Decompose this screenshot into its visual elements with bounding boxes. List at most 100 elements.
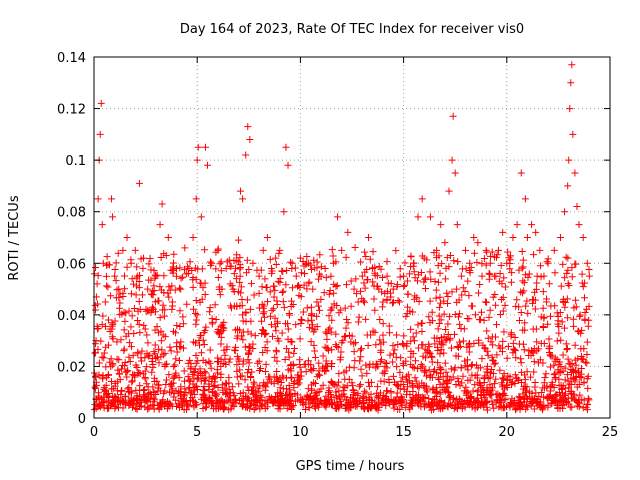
data-point: [313, 258, 321, 266]
data-point: [486, 259, 494, 267]
data-point: [488, 397, 496, 405]
data-point: [168, 402, 176, 410]
data-point: [514, 398, 522, 406]
data-point: [495, 246, 503, 254]
data-point: [360, 279, 368, 287]
data-point: [544, 395, 552, 403]
data-point: [247, 280, 255, 288]
data-point: [519, 402, 527, 410]
data-point: [407, 361, 415, 369]
x-tick-label: 10: [292, 425, 309, 440]
data-point: [301, 270, 309, 278]
data-point: [462, 391, 470, 399]
data-point: [327, 360, 335, 368]
data-point: [311, 395, 319, 403]
data-point: [133, 364, 141, 372]
data-point: [196, 332, 204, 340]
data-point: [146, 389, 154, 397]
data-point: [199, 284, 207, 292]
data-point: [540, 339, 548, 347]
data-point: [349, 386, 357, 394]
data-point: [441, 239, 449, 247]
data-point: [351, 339, 359, 347]
data-point: [134, 307, 142, 315]
data-point: [101, 298, 109, 306]
data-point: [214, 358, 222, 366]
data-point: [315, 275, 323, 283]
data-point: [143, 363, 151, 371]
data-point: [191, 365, 199, 373]
data-point: [239, 336, 247, 344]
data-point: [559, 404, 567, 412]
data-point: [264, 398, 272, 406]
data-point: [201, 279, 209, 287]
data-point: [464, 366, 472, 374]
data-point: [216, 291, 224, 299]
data-point: [189, 397, 197, 405]
data-point: [444, 320, 452, 328]
data-point: [99, 399, 107, 407]
data-point: [580, 396, 588, 404]
data-point: [515, 340, 523, 348]
data-point: [226, 280, 234, 288]
data-point: [227, 304, 235, 312]
data-point: [460, 325, 468, 333]
data-point: [491, 359, 499, 367]
data-point: [451, 169, 459, 177]
y-axis-label: ROTI / TECUs: [7, 195, 22, 280]
data-point: [415, 383, 423, 391]
data-point: [393, 382, 401, 390]
data-point: [394, 340, 402, 348]
data-point: [251, 332, 259, 340]
data-point: [407, 353, 415, 361]
data-point: [350, 364, 358, 372]
data-point: [208, 377, 216, 385]
data-point: [583, 375, 591, 383]
data-point: [409, 388, 417, 396]
data-point: [533, 398, 541, 406]
data-point: [125, 353, 133, 361]
data-point: [452, 352, 460, 360]
data-point: [135, 369, 143, 377]
data-point: [418, 341, 426, 349]
data-point: [188, 267, 196, 275]
data-point: [414, 321, 422, 329]
data-point: [552, 391, 560, 399]
data-point: [393, 331, 401, 339]
data-point: [192, 275, 200, 283]
data-point: [468, 394, 476, 402]
data-point: [377, 356, 385, 364]
data-point: [124, 385, 132, 393]
data-point: [194, 386, 202, 394]
data-point: [180, 392, 188, 400]
data-point: [568, 403, 576, 411]
data-point: [489, 400, 497, 408]
data-point: [448, 156, 456, 164]
data-point: [104, 261, 112, 269]
data-point: [127, 323, 135, 331]
data-point: [481, 298, 489, 306]
data-point: [481, 345, 489, 353]
data-point: [559, 367, 567, 375]
data-point: [453, 221, 461, 229]
x-tick-label: 0: [90, 425, 98, 440]
data-point: [574, 398, 582, 406]
data-point: [577, 370, 585, 378]
data-point: [184, 373, 192, 381]
data-point: [443, 289, 451, 297]
data-point: [496, 270, 504, 278]
data-point: [271, 393, 279, 401]
data-point: [563, 371, 571, 379]
data-point: [585, 302, 593, 310]
data-point: [357, 287, 365, 295]
data-point: [290, 378, 298, 386]
data-point: [411, 292, 419, 300]
data-point: [489, 370, 497, 378]
data-point: [117, 336, 125, 344]
data-point: [307, 303, 315, 311]
data-point: [156, 221, 164, 229]
data-point: [395, 298, 403, 306]
data-point: [250, 405, 258, 413]
data-point: [515, 392, 523, 400]
data-point: [103, 261, 111, 269]
